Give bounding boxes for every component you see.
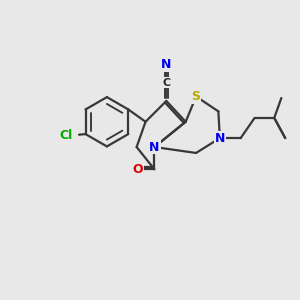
Text: O: O <box>133 163 143 176</box>
Text: C: C <box>162 77 170 88</box>
Text: N: N <box>161 58 172 71</box>
Text: N: N <box>215 132 225 145</box>
Text: Cl: Cl <box>60 129 73 142</box>
Text: N: N <box>149 140 160 154</box>
Text: S: S <box>192 90 201 103</box>
